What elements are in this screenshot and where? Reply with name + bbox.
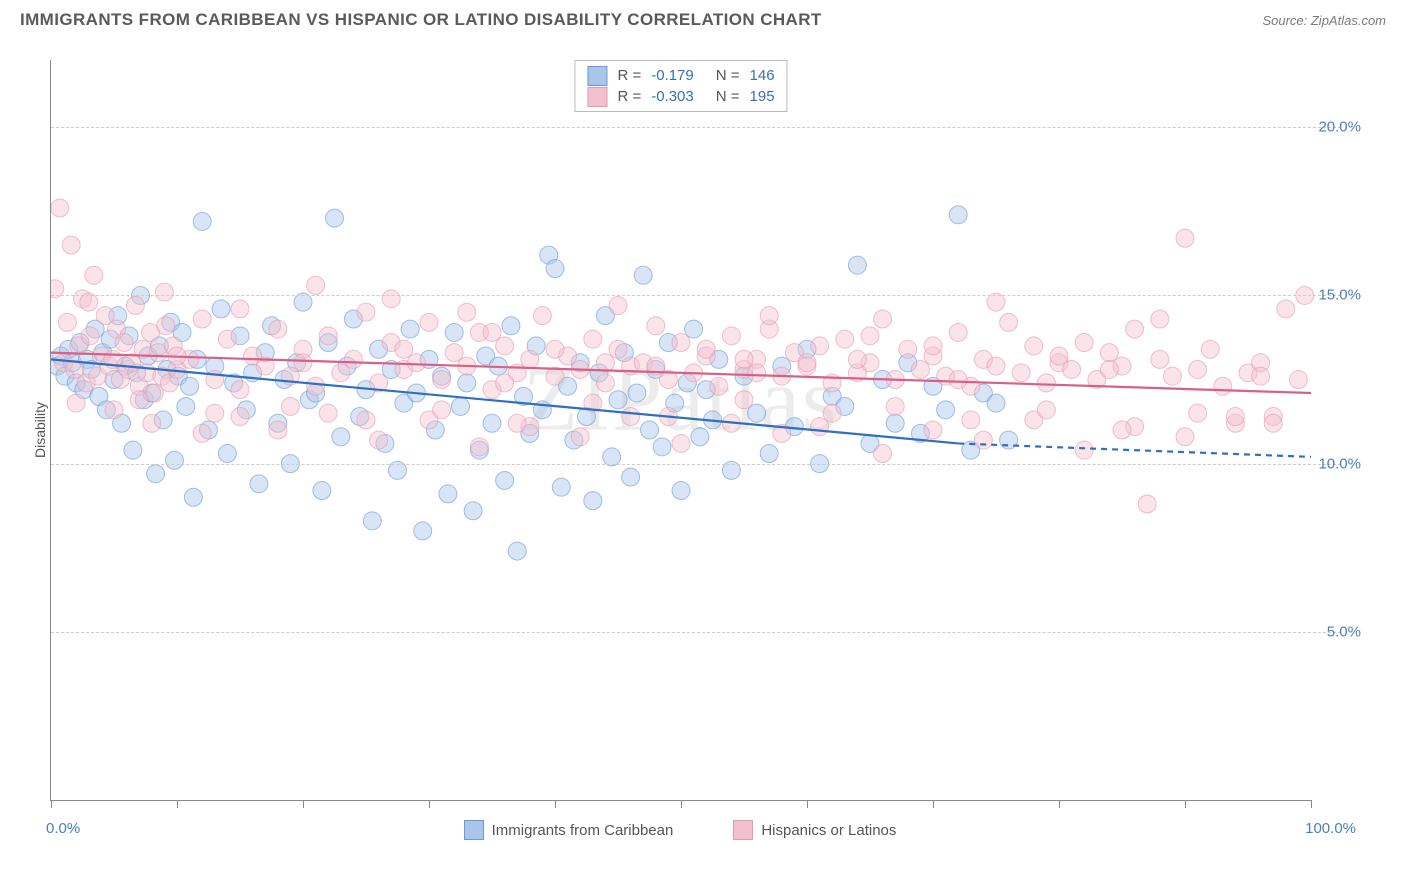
legend-n-hispanic: 195: [750, 86, 775, 107]
y-tick-label: 15.0%: [1313, 287, 1361, 304]
plot-container: Disability ZIPatlas R = -0.179 N = 146 R…: [50, 60, 1350, 800]
plot-area: ZIPatlas R = -0.179 N = 146 R = -0.303 N…: [50, 60, 1311, 801]
y-tick-label: 5.0%: [1313, 623, 1361, 640]
legend-row-hispanic: R = -0.303 N = 195: [587, 86, 774, 107]
x-tick: [429, 800, 430, 808]
legend-swatch-icon: [733, 820, 753, 840]
series-legend: Immigrants from Caribbean Hispanics or L…: [50, 820, 1310, 840]
gridline: [51, 127, 1341, 128]
x-tick: [303, 800, 304, 808]
legend-n-caribbean: 146: [750, 65, 775, 86]
legend-row-caribbean: R = -0.179 N = 146: [587, 65, 774, 86]
gridline: [51, 295, 1341, 296]
y-tick-label: 20.0%: [1313, 119, 1361, 136]
scatter-svg: [51, 60, 1341, 800]
x-tick: [1059, 800, 1060, 808]
legend-r-label: R =: [617, 86, 641, 107]
series-label-hispanic: Hispanics or Latinos: [761, 822, 896, 839]
x-tick: [681, 800, 682, 808]
correlation-legend: R = -0.179 N = 146 R = -0.303 N = 195: [574, 60, 787, 112]
x-axis-min-label: 0.0%: [46, 820, 80, 837]
legend-r-hispanic: -0.303: [651, 86, 694, 107]
gridline: [51, 632, 1341, 633]
x-tick: [1311, 800, 1312, 808]
legend-r-caribbean: -0.179: [651, 65, 694, 86]
x-tick: [177, 800, 178, 808]
series-label-caribbean: Immigrants from Caribbean: [492, 822, 674, 839]
x-tick: [933, 800, 934, 808]
series-legend-caribbean: Immigrants from Caribbean: [464, 820, 674, 840]
legend-n-label: N =: [716, 65, 740, 86]
legend-n-label: N =: [716, 86, 740, 107]
gridline: [51, 464, 1341, 465]
legend-r-label: R =: [617, 65, 641, 86]
x-tick: [807, 800, 808, 808]
series-legend-hispanic: Hispanics or Latinos: [733, 820, 896, 840]
y-tick-label: 10.0%: [1313, 455, 1361, 472]
legend-swatch-icon: [464, 820, 484, 840]
y-axis-title: Disability: [32, 402, 48, 458]
x-tick: [1185, 800, 1186, 808]
source-label: Source: ZipAtlas.com: [1262, 13, 1386, 28]
x-tick: [51, 800, 52, 808]
x-axis-max-label: 100.0%: [1305, 820, 1356, 837]
legend-swatch-caribbean: [587, 66, 607, 86]
x-tick: [555, 800, 556, 808]
legend-swatch-hispanic: [587, 87, 607, 107]
chart-title: IMMIGRANTS FROM CARIBBEAN VS HISPANIC OR…: [20, 10, 822, 30]
